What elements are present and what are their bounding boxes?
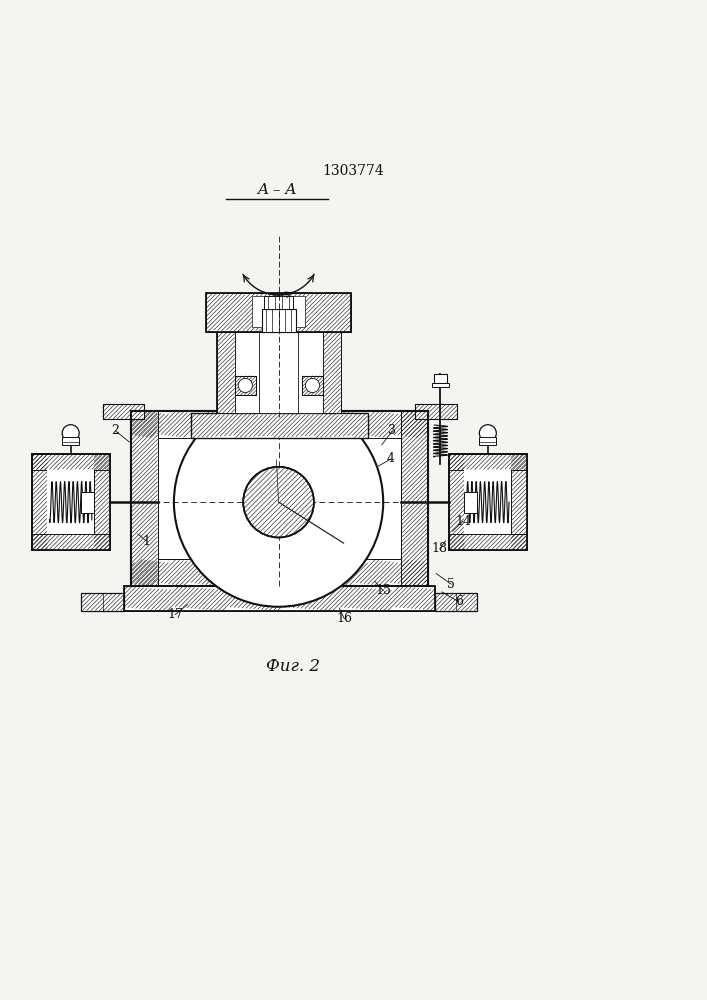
Text: 1303774: 1303774 [322,164,385,178]
Bar [158,438,401,559]
Text: 6: 6 [455,595,463,608]
Bar [124,586,435,611]
Text: 4: 4 [387,452,395,465]
Bar [131,411,428,586]
Bar [449,534,527,550]
Bar [434,374,447,383]
Bar [511,454,527,550]
Bar [259,332,298,413]
Text: 17: 17 [168,608,183,621]
Bar [206,293,351,332]
Bar [32,454,110,470]
Bar [449,454,464,550]
Bar [158,438,401,559]
Bar [81,593,124,611]
Bar [81,492,94,513]
Bar [131,559,428,586]
Circle shape [305,378,320,393]
Text: 5: 5 [447,578,455,591]
Bar [94,454,110,550]
Bar [32,454,110,550]
Bar [415,404,457,419]
Text: Фиг. 2: Фиг. 2 [267,658,320,675]
Bar [252,296,305,327]
Bar [432,383,449,387]
Circle shape [62,425,79,442]
Bar [323,332,341,413]
Text: 18: 18 [432,542,448,555]
Bar [479,437,496,445]
Bar [131,411,158,586]
Bar [217,332,235,413]
Text: 2: 2 [111,424,119,437]
Text: 14: 14 [455,515,471,528]
Text: 1: 1 [142,535,151,548]
Bar [235,376,256,395]
Bar [131,411,428,438]
Circle shape [243,467,314,537]
Text: 3: 3 [388,424,397,437]
Bar [264,296,293,309]
Bar [262,309,296,332]
Bar [131,411,428,586]
Bar [449,454,527,470]
Text: A – A: A – A [257,183,297,197]
Bar [206,293,351,332]
Bar [32,454,110,550]
Bar [32,454,47,550]
Bar [464,492,477,513]
Bar [124,586,435,611]
Bar [415,404,457,419]
Bar [235,376,256,395]
Bar [32,534,110,550]
Bar [449,454,527,550]
Bar [62,437,79,445]
Bar [81,593,124,611]
Text: 16: 16 [337,612,352,625]
Bar [103,404,144,419]
Text: 15: 15 [375,584,391,597]
Bar [449,454,527,550]
Bar [103,404,144,419]
Bar [302,376,323,395]
Bar [235,332,323,413]
Bar [217,332,341,413]
Bar [191,413,368,438]
Bar [302,376,323,395]
Bar [262,309,296,332]
Bar [401,411,428,586]
Circle shape [479,425,496,442]
Bar [47,470,94,534]
Circle shape [238,378,252,393]
Bar [464,470,511,534]
Bar [191,413,368,438]
Circle shape [174,397,383,607]
Bar [435,593,477,611]
Bar [435,593,477,611]
Bar [264,296,293,309]
